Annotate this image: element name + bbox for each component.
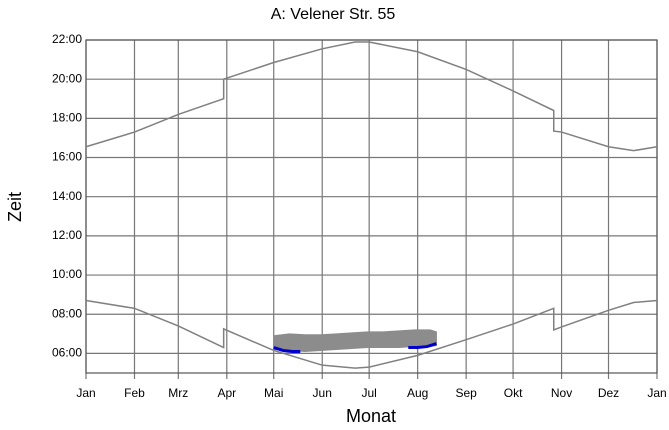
plot-border bbox=[85, 39, 658, 374]
x-tick-label: Aug bbox=[407, 386, 428, 400]
x-tick-label: Jan bbox=[76, 386, 95, 400]
x-tick-label: Jul bbox=[361, 386, 376, 400]
x-axis-label: Monat bbox=[346, 406, 396, 426]
x-tick-label: Mrz bbox=[168, 386, 188, 400]
x-tick-label: Jan bbox=[647, 386, 666, 400]
y-tick-label: 20:00 bbox=[52, 71, 82, 85]
line bbox=[273, 342, 437, 353]
y-tick-label: 22:00 bbox=[52, 32, 82, 46]
y-tick-label: 16:00 bbox=[52, 150, 82, 164]
x-tick-label: Sep bbox=[455, 386, 477, 400]
y-tick-label: 14:00 bbox=[52, 189, 82, 203]
band bbox=[273, 329, 437, 352]
y-tick-label: 12:00 bbox=[52, 228, 82, 242]
line bbox=[85, 299, 658, 369]
x-tick-label: Jun bbox=[313, 386, 332, 400]
x-tick-label: Dez bbox=[598, 386, 619, 400]
line bbox=[85, 41, 658, 152]
x-tick-label: Okt bbox=[504, 386, 523, 400]
y-tick-label: 08:00 bbox=[52, 306, 82, 320]
x-tick-label: Nov bbox=[551, 386, 572, 400]
x-tick-label: Mai bbox=[264, 386, 283, 400]
chart-title: A: Velener Str. 55 bbox=[271, 6, 396, 23]
x-tick-label: Apr bbox=[217, 386, 236, 400]
y-tick-label: 06:00 bbox=[52, 346, 82, 360]
y-tick-label: 18:00 bbox=[52, 111, 82, 125]
y-axis-label: Zeit bbox=[5, 192, 25, 222]
y-tick-label: 10:00 bbox=[52, 267, 82, 281]
x-tick-label: Feb bbox=[124, 386, 145, 400]
